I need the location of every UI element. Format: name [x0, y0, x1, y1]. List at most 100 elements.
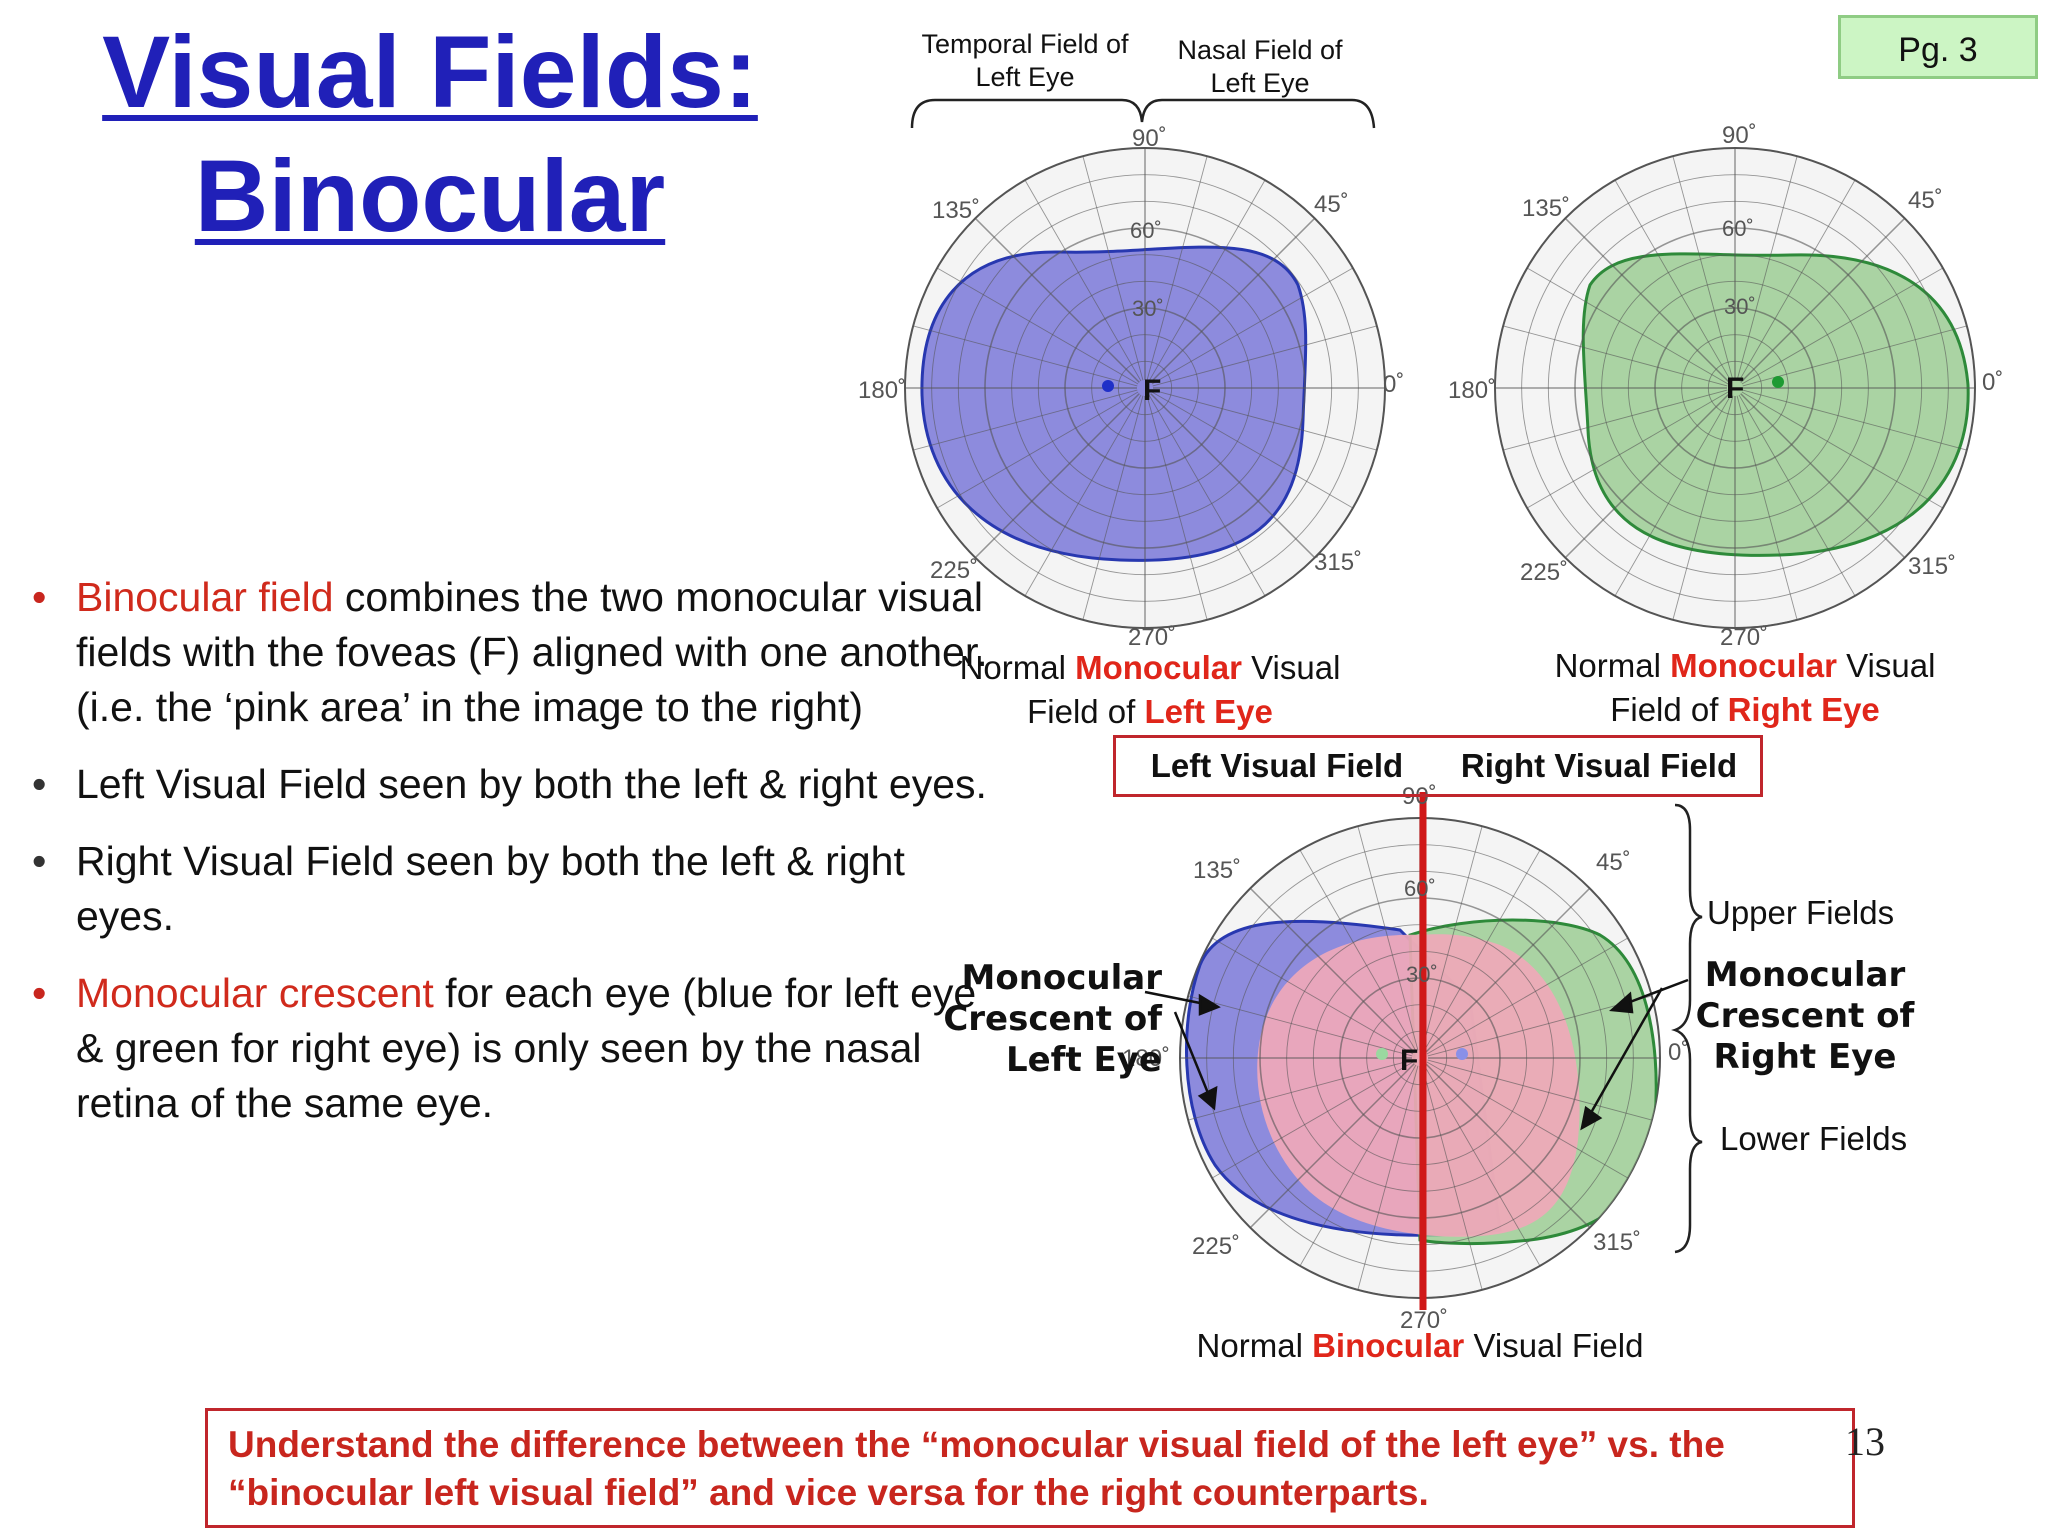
deg-0: 0˚ — [1668, 1039, 1689, 1066]
deg-270: 270˚ — [1400, 1307, 1448, 1334]
ring-30: 30˚ — [1406, 962, 1438, 987]
grid-spoke — [1740, 217, 1906, 383]
grid-spoke — [1188, 1059, 1413, 1121]
bullet-monocular-crescent: Monocular crescent for each eye (blue fo… — [28, 966, 1008, 1131]
grid-spoke — [1249, 887, 1415, 1053]
crescent-left-line: Left Eye — [1005, 1040, 1162, 1080]
left-visual-field-label: Left Visual Field — [1150, 747, 1404, 784]
blind-spot-left-eye — [1456, 1048, 1468, 1060]
crescent-arrows — [1144, 978, 1689, 1131]
bullet-binocular-field: Binocular field combines the two monocul… — [28, 570, 1008, 735]
grid-spoke — [1614, 394, 1732, 597]
grid-spoke — [1152, 325, 1377, 387]
grid-spoke — [1082, 156, 1144, 381]
grid-spoke — [1672, 395, 1734, 620]
crescent-right-eye-label: Monocular Crescent of Right Eye — [1690, 955, 1920, 1078]
grid-spoke — [1151, 267, 1354, 385]
bullet-list: Binocular field combines the two monocul… — [28, 570, 1008, 1153]
left-monocular-field — [920, 245, 1308, 562]
grid-spoke — [1426, 937, 1629, 1055]
grid-spoke — [1299, 849, 1417, 1052]
grid-spoke — [1152, 389, 1377, 451]
grid-spoke — [1736, 156, 1798, 381]
bullet-left-visual-field: Left Visual Field seen by both the left … — [28, 757, 1008, 812]
grid-spoke — [1526, 391, 1729, 509]
blind-spot — [1102, 380, 1114, 392]
caption-text: Normal — [1196, 1327, 1313, 1364]
grid-spoke — [936, 391, 1139, 509]
caption-binocular: Normal Binocular Visual Field — [1150, 1324, 1690, 1368]
fovea-label: F — [1726, 372, 1744, 405]
bullet-text: Right Visual Field seen by both the left… — [76, 838, 905, 939]
binocular-diagram: F 90˚ 45˚ 0˚ 315˚ 270˚ 225˚ 180˚ 135˚ 60… — [1122, 783, 1703, 1334]
caption-highlight: Right Eye — [1727, 691, 1880, 728]
grid-spoke — [1426, 1061, 1629, 1179]
caption-highlight: Left Eye — [1144, 693, 1273, 730]
deg-180: 180˚ — [1448, 377, 1496, 404]
grid-spoke — [1423, 849, 1541, 1052]
caption-text: Normal — [959, 649, 1076, 686]
caption-text: Field of — [1610, 691, 1728, 728]
grid-spoke — [1741, 267, 1944, 385]
grid-spoke — [1024, 394, 1142, 597]
blind-spot-right-eye — [1376, 1048, 1388, 1060]
grid-spoke — [1148, 179, 1266, 382]
crescent-left-eye-label: Monocular Crescent of Left Eye — [932, 958, 1162, 1081]
page-title: Visual Fields: Binocular — [60, 10, 800, 258]
nasal-line-2: Left Eye — [1210, 68, 1310, 98]
grid-spoke — [1421, 826, 1483, 1051]
caption-left-eye: Normal Monocular Visual Field of Left Ey… — [950, 646, 1350, 734]
deg-225: 225˚ — [930, 557, 978, 584]
grid-spoke — [1740, 393, 1906, 559]
deg-180: 180˚ — [1122, 1045, 1170, 1072]
blind-spot — [1772, 376, 1784, 388]
grid-spoke — [1211, 1061, 1414, 1179]
caption-text: Visual — [1836, 647, 1936, 684]
ring-60: 60˚ — [1404, 876, 1436, 901]
grid-spoke — [1738, 394, 1856, 597]
grid-spoke — [1146, 156, 1208, 381]
caption-text: Normal — [1554, 647, 1671, 684]
caption-highlight: Monocular — [1670, 647, 1837, 684]
lower-fields-label: Lower Fields — [1720, 1120, 1908, 1157]
grid-spoke — [1427, 995, 1652, 1057]
grid-spoke — [1249, 1063, 1415, 1229]
deg-90: 90˚ — [1132, 125, 1167, 152]
grid-spoke — [1503, 389, 1728, 451]
grid-spoke — [974, 393, 1140, 559]
deg-315: 315˚ — [1314, 549, 1362, 576]
deg-270: 270˚ — [1720, 624, 1768, 651]
grid-spoke — [974, 217, 1140, 383]
bullet-lead: Binocular field — [76, 574, 334, 620]
left-eye-diagram: F 90˚ 45˚ 0˚ 315˚ 270˚ 225˚ 180˚ 135˚ 60… — [858, 125, 1404, 651]
temporal-line-1: Temporal Field of — [921, 29, 1129, 59]
nasal-line-1: Nasal Field of — [1177, 35, 1343, 65]
grid-spoke — [913, 325, 1138, 387]
grid-spoke — [1150, 217, 1316, 383]
caption-right-eye: Normal Monocular Visual Field of Right E… — [1545, 644, 1945, 732]
crescent-left-line: Monocular — [961, 958, 1162, 998]
deg-135: 135˚ — [1522, 195, 1570, 222]
caption-text: Visual — [1241, 649, 1341, 686]
grid-spoke — [1425, 887, 1591, 1053]
grid-spoke — [1564, 217, 1730, 383]
deg-45: 45˚ — [1314, 191, 1349, 218]
upper-lower-brace — [1671, 803, 1703, 1254]
right-visual-field-label: Right Visual Field — [1460, 747, 1738, 784]
caption-text: Field of — [1027, 693, 1145, 730]
slide-number: 13 — [1845, 1419, 1885, 1464]
ring-30: 30˚ — [1132, 296, 1164, 321]
temporal-field-label: Temporal Field of Left Eye — [900, 28, 1150, 94]
bullet-right-visual-field: Right Visual Field seen by both the left… — [28, 834, 1008, 944]
grid-spoke — [1082, 395, 1144, 620]
deg-90: 90˚ — [1722, 122, 1757, 149]
polar-grid — [905, 148, 1385, 628]
nasal-field-label: Nasal Field of Left Eye — [1135, 34, 1385, 100]
grid-spoke — [1736, 395, 1798, 620]
grid-spoke — [1614, 179, 1732, 382]
grid-spoke — [1024, 179, 1142, 382]
grid-spoke — [1188, 995, 1413, 1057]
bullet-lead: Monocular crescent — [76, 970, 434, 1016]
grid-spoke — [1672, 156, 1734, 381]
grid-spoke — [1148, 394, 1266, 597]
